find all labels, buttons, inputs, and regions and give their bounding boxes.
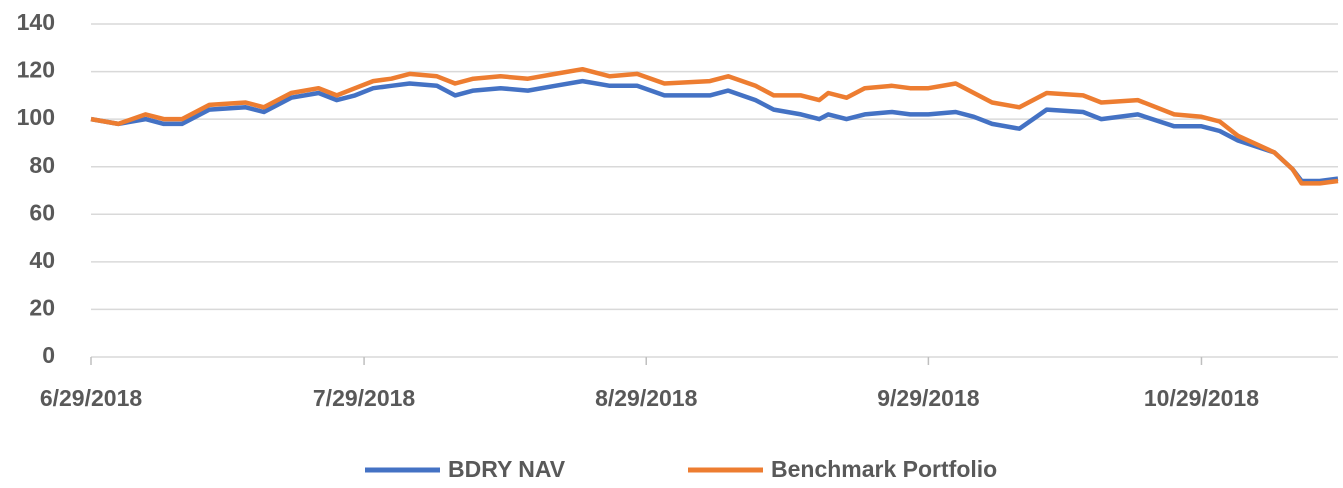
x-tick-label: 10/29/2018 <box>1144 385 1259 411</box>
y-tick-label: 60 <box>29 199 55 225</box>
y-tick-label: 80 <box>29 152 55 178</box>
y-tick-label: 100 <box>17 104 55 130</box>
x-tick-label: 7/29/2018 <box>313 385 416 411</box>
y-tick-label: 40 <box>29 247 55 273</box>
x-tick-label: 9/29/2018 <box>877 385 980 411</box>
data-line <box>90 78 1339 184</box>
x-tick-label: 8/29/2018 <box>595 385 698 411</box>
y-tick-label: 20 <box>29 295 55 321</box>
y-tick-label: 120 <box>17 57 55 83</box>
legend-label: Benchmark Portfolio <box>771 456 997 482</box>
x-tick-label: 6/29/2018 <box>40 385 143 411</box>
legend-label: BDRY NAV <box>448 456 566 482</box>
y-tick-label: 0 <box>42 342 55 368</box>
data-line <box>90 66 1339 186</box>
y-tick-label: 140 <box>17 9 55 35</box>
